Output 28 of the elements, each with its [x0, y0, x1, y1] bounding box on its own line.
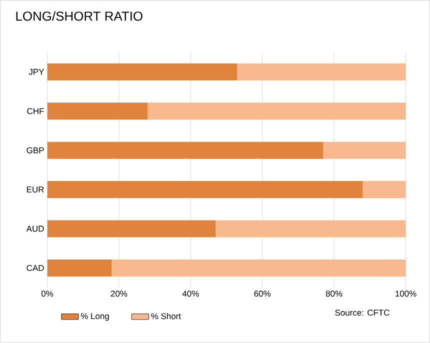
x-tick-label: 0% [41, 290, 54, 297]
bar [237, 63, 406, 80]
x-tick-label: 40% [182, 290, 199, 297]
source-note: Source: CFTC [335, 310, 390, 316]
y-tick-label: JPY [28, 68, 44, 75]
x-tick-label: 20% [110, 290, 128, 297]
legend-label: % Short [151, 313, 181, 320]
x-tick-label: 80% [326, 290, 342, 297]
x-tick-label: 60% [254, 290, 271, 297]
y-tick-label: AUD [26, 226, 44, 232]
bar [47, 63, 238, 80]
y-tick-label: EUR [27, 186, 44, 193]
y-tick-label: CAD [26, 265, 44, 272]
bar [47, 260, 112, 277]
bar [47, 142, 324, 159]
legend-label: % Long [80, 313, 109, 321]
bar [362, 181, 406, 198]
x-tick-label: 100% [396, 290, 416, 297]
y-tick-label: GBP [26, 147, 44, 154]
bar [47, 181, 363, 198]
bar [216, 220, 406, 238]
bar [47, 220, 216, 238]
bar [47, 102, 148, 120]
bar [112, 260, 406, 277]
chart-title: LONG/SHORT RATIO [16, 11, 142, 21]
y-tick-label: CHF [27, 108, 44, 114]
bar [323, 142, 406, 159]
bar [148, 102, 406, 120]
